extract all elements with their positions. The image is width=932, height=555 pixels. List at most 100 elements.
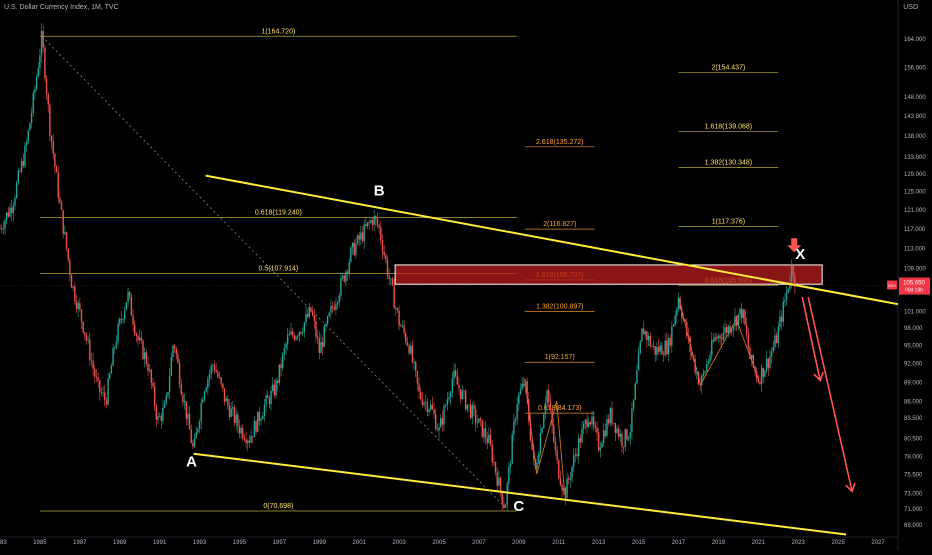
- candle-body: [315, 321, 317, 337]
- candle-body: [295, 336, 297, 340]
- candle-body: [69, 259, 71, 276]
- candle-body: [597, 432, 600, 451]
- candle-body: [528, 398, 530, 421]
- candle-body: [380, 227, 382, 241]
- candle-body: [2, 228, 5, 230]
- x-tick-label: 1983: [0, 540, 7, 546]
- candle-body: [127, 291, 129, 303]
- candle-body: [740, 308, 743, 319]
- candle-body: [366, 222, 369, 227]
- candle-body: [508, 466, 510, 484]
- projection-arrow: [807, 296, 853, 492]
- candle-body: [611, 408, 613, 424]
- candle-body: [370, 220, 372, 223]
- x-tick-label: 2013: [592, 540, 606, 546]
- candle-body: [175, 348, 177, 355]
- y-tick-label: 138.000: [904, 134, 926, 140]
- candle-body: [132, 315, 134, 325]
- candle-body: [694, 359, 696, 373]
- candle-body: [439, 418, 442, 428]
- projection-arrow-head: [813, 371, 824, 383]
- candle-body: [406, 341, 409, 346]
- candle-body: [719, 335, 721, 339]
- wave-label-x: X: [795, 246, 805, 263]
- candle-body: [689, 336, 691, 352]
- candle-body: [125, 302, 128, 310]
- candle-body: [291, 331, 294, 336]
- candle-body: [551, 410, 553, 426]
- candle-body: [4, 219, 6, 229]
- candle-body: [521, 383, 523, 390]
- candle-body: [49, 104, 51, 136]
- candle-body: [350, 247, 352, 262]
- candle-body: [636, 370, 638, 384]
- candle-body: [293, 335, 296, 340]
- candle-body: [351, 242, 354, 248]
- candle-body: [764, 370, 766, 377]
- candle-body: [782, 301, 784, 322]
- candle-body: [67, 248, 69, 260]
- candle-body: [152, 382, 154, 387]
- candle-body: [425, 401, 427, 403]
- candle-body: [363, 224, 365, 241]
- candle-body: [554, 441, 557, 450]
- candle-body: [84, 332, 86, 336]
- lower-trendline: [193, 452, 847, 536]
- candle-body: [581, 428, 583, 443]
- candle-body: [267, 395, 269, 398]
- candle-body: [383, 251, 385, 255]
- x-tick-label: 1989: [113, 540, 127, 546]
- candle-body: [686, 321, 688, 336]
- candle-body: [729, 326, 731, 333]
- candle-body: [518, 394, 520, 405]
- candle-body: [296, 336, 299, 338]
- candle-body: [523, 383, 525, 387]
- candle-body: [649, 335, 651, 346]
- candle-body: [702, 372, 705, 376]
- candle-body: [679, 298, 681, 310]
- candle-body: [147, 363, 149, 371]
- candle-body: [544, 403, 547, 415]
- candle-body: [265, 395, 267, 405]
- y-tick-label: 148.000: [904, 95, 926, 101]
- candle-body: [79, 302, 81, 310]
- candle-body: [12, 205, 15, 214]
- candle-body: [677, 298, 680, 309]
- candle-body: [775, 335, 778, 343]
- candle-body: [441, 418, 444, 425]
- y-tick-label: 86.000: [904, 400, 923, 406]
- candle-body: [707, 360, 710, 364]
- candle-body: [769, 356, 771, 368]
- candle-body: [481, 419, 483, 437]
- x-tick-label: 1985: [33, 540, 47, 546]
- candle-body: [714, 337, 716, 342]
- candle-body: [89, 339, 91, 361]
- symbol-tag: DXY: [888, 283, 897, 288]
- candle-body: [474, 409, 477, 423]
- candle-body: [130, 296, 133, 316]
- x-tick-label: 1997: [273, 540, 287, 546]
- candle-body: [621, 433, 623, 447]
- candle-body: [634, 383, 636, 400]
- candle-body: [280, 364, 282, 369]
- candle-body: [587, 422, 590, 428]
- x-tick-label: 2005: [432, 540, 446, 546]
- candle-body: [504, 504, 507, 508]
- candle-body: [0, 228, 1, 230]
- candle-body: [283, 348, 286, 354]
- candle-body: [536, 462, 538, 468]
- candle-body: [343, 275, 345, 282]
- candle-body: [396, 307, 399, 311]
- candle-body: [454, 370, 457, 377]
- x-tick-label: 2021: [752, 540, 766, 546]
- candle-body: [483, 428, 485, 437]
- candle-body: [124, 309, 126, 319]
- candle-body: [641, 328, 643, 342]
- candle-body: [167, 392, 169, 396]
- candle-body: [358, 235, 360, 240]
- candle-body: [275, 380, 277, 396]
- y-tick-label: 89.000: [904, 380, 923, 386]
- candle-body: [360, 232, 362, 240]
